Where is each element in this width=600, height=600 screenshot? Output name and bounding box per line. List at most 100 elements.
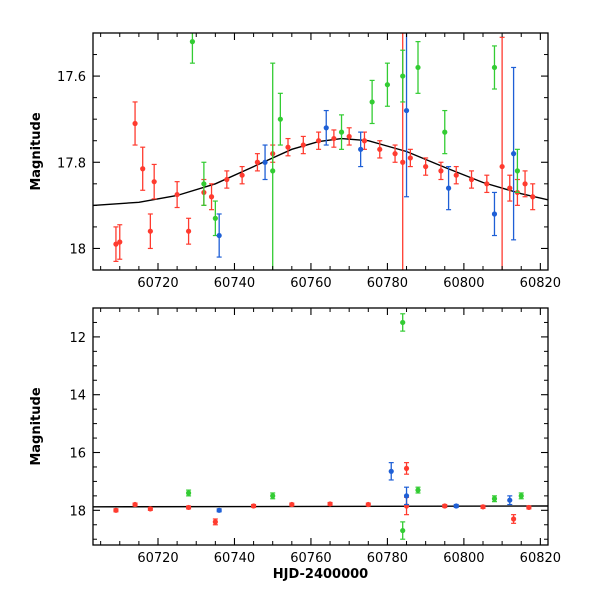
data-point: [147, 506, 153, 512]
data-point: [113, 507, 119, 513]
data-point: [323, 125, 329, 131]
data-points: [113, 313, 532, 540]
data-point: [514, 168, 521, 174]
x-tick-label: 60780: [367, 551, 408, 566]
data-point: [346, 133, 352, 140]
data-point: [484, 181, 490, 187]
data-point: [499, 163, 505, 170]
data-points: [113, 33, 536, 270]
data-point: [442, 129, 448, 135]
y-tick-label: 18: [69, 242, 86, 257]
bottom-panel: 60720 60740 60760 60780 60800 60820 12 14 16 18 Ma…: [29, 307, 561, 582]
plot-frame: [92, 307, 549, 546]
data-point: [518, 493, 524, 499]
model-curve: [93, 505, 548, 508]
data-point: [250, 503, 257, 509]
data-point: [507, 185, 513, 191]
data-point: [453, 503, 459, 509]
data-point: [117, 239, 123, 245]
data-point: [300, 142, 306, 148]
data-point: [400, 159, 406, 165]
data-point: [147, 228, 153, 234]
data-point: [285, 144, 291, 150]
data-point: [403, 493, 410, 499]
data-point: [400, 527, 406, 534]
x-tick-label: 60800: [443, 276, 484, 291]
data-point: [338, 129, 345, 135]
data-point: [510, 151, 517, 157]
x-tick-label: 60760: [290, 551, 331, 566]
data-point: [480, 504, 486, 510]
data-point: [384, 82, 391, 88]
data-point: [201, 181, 207, 187]
data-point: [415, 487, 421, 493]
data-point: [216, 507, 222, 513]
data-point: [254, 159, 261, 165]
x-tick-label: 60720: [137, 276, 178, 291]
data-point: [510, 516, 517, 522]
data-point: [327, 501, 333, 507]
data-point: [369, 99, 375, 105]
y-tick-label: 17.8: [57, 156, 86, 171]
data-point: [270, 168, 276, 174]
data-point: [403, 465, 410, 472]
data-point: [174, 191, 180, 198]
data-point: [415, 64, 421, 71]
data-point: [185, 490, 192, 496]
data-point: [331, 135, 337, 142]
data-point: [189, 39, 196, 45]
data-point: [113, 241, 119, 247]
data-point: [277, 116, 283, 122]
y-tick-label: 12: [69, 331, 86, 346]
data-point: [453, 172, 459, 178]
data-point: [491, 64, 498, 71]
data-point: [491, 211, 498, 217]
x-axis-title: HJD-2400000: [273, 567, 368, 582]
data-point: [315, 138, 322, 144]
model-curve: [93, 137, 548, 207]
data-point: [522, 181, 528, 187]
data-point: [438, 168, 444, 174]
data-point: [361, 138, 368, 144]
y-tick-label: 14: [69, 389, 86, 404]
y-tick-label: 17.6: [57, 70, 86, 85]
y-axis-title: Magnitude: [29, 112, 44, 191]
data-point: [212, 519, 218, 525]
data-point: [407, 155, 413, 161]
top-panel: 60720 60740 60760 60780 60800 60820 17.6 17.8 18…: [29, 32, 561, 291]
data-point: [132, 501, 138, 508]
data-point: [140, 166, 146, 172]
y-axis-title: Magnitude: [29, 387, 44, 466]
data-point: [392, 151, 398, 157]
data-point: [224, 176, 230, 183]
data-point: [212, 215, 218, 221]
data-point: [239, 172, 245, 178]
data-point: [400, 319, 406, 326]
data-point: [377, 146, 383, 152]
x-tick-label: 60720: [137, 551, 178, 566]
data-point: [468, 176, 475, 183]
data-point: [530, 194, 536, 200]
data-point: [507, 497, 513, 503]
data-point: [445, 185, 452, 191]
data-point: [526, 504, 532, 511]
data-point: [400, 73, 406, 79]
x-tick-label: 60760: [290, 276, 331, 291]
x-tick-label: 60740: [214, 276, 255, 291]
data-point: [388, 468, 394, 474]
data-point: [358, 146, 364, 152]
data-point: [289, 501, 295, 508]
x-tick-label: 60800: [443, 551, 484, 566]
data-point: [185, 228, 192, 234]
data-point: [442, 503, 448, 509]
y-tick-label: 18: [69, 504, 86, 519]
data-point: [270, 493, 276, 499]
data-point: [423, 163, 429, 170]
data-point: [208, 194, 215, 200]
data-point: [151, 179, 157, 185]
data-point: [132, 120, 138, 127]
data-point: [491, 496, 498, 502]
x-tick-label: 60780: [367, 276, 408, 291]
x-tick-label: 60740: [214, 551, 255, 566]
